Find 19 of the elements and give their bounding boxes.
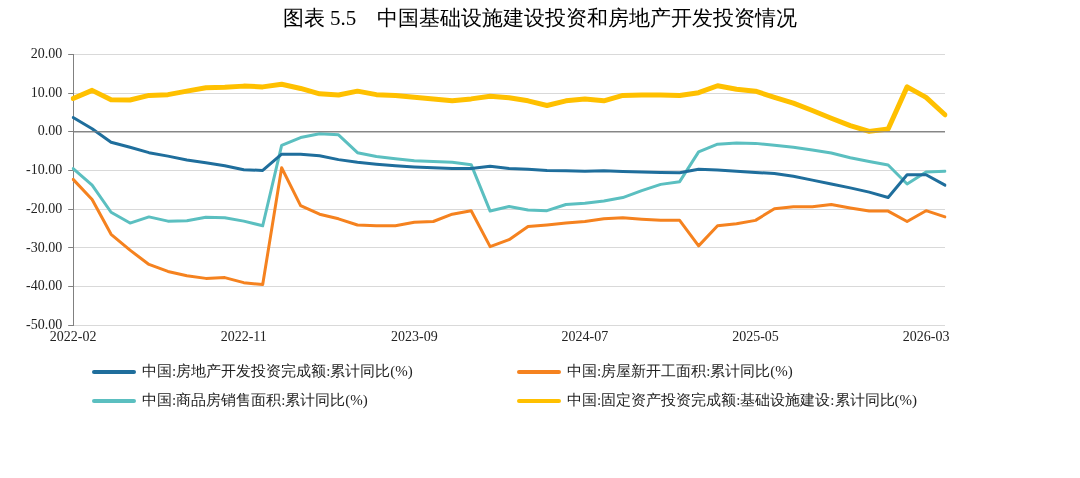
y-tick-label: 10.00 [30, 84, 63, 100]
y-tick-label: -10.00 [25, 162, 63, 178]
y-tick-label: -20.00 [25, 200, 63, 216]
y-tick-label: 0.00 [37, 123, 63, 139]
legend-label: 中国:房屋新开工面积:累计同比(%) [567, 362, 793, 381]
x-tick-label: 2022-11 [220, 329, 267, 345]
legend-label: 中国:固定资产投资完成额:基础设施建设:累计同比(%) [567, 391, 917, 410]
legend-label: 中国:商品房销售面积:累计同比(%) [142, 391, 368, 410]
x-tick-label: 2024-07 [561, 329, 609, 345]
x-tick-label: 2023-09 [390, 329, 438, 345]
y-tick-label: 20.00 [30, 46, 63, 62]
y-tick-label: -30.00 [25, 239, 63, 255]
x-tick-label: 2022-02 [49, 329, 97, 345]
x-tick-label: 2026-03 [902, 329, 950, 345]
y-tick-label: -40.00 [25, 278, 63, 294]
chart-title: 图表 5.5 中国基础设施建设投资和房地产开发投资情况 [281, 5, 799, 32]
legend-label: 中国:房地产开发投资完成额:累计同比(%) [142, 362, 413, 381]
x-tick-label: 2025-05 [732, 329, 779, 345]
y-tick-label: -50.00 [25, 316, 63, 332]
